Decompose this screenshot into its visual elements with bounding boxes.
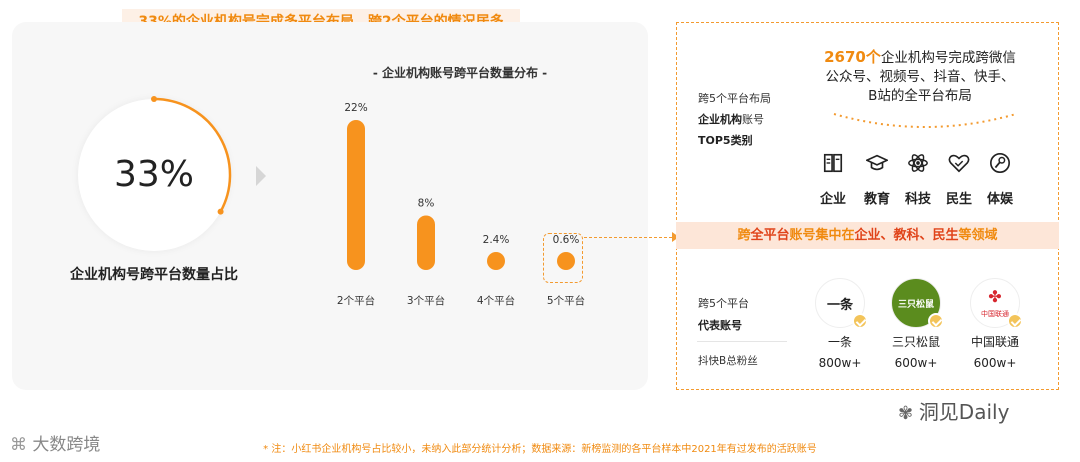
avatar: ✤ 中国联通	[970, 278, 1023, 329]
donut-circle	[78, 99, 230, 251]
avatar-text: 一条	[826, 297, 853, 313]
mid-banner-p1: 跨	[737, 228, 751, 243]
headline-line1: 企业机构号完成跨微信	[880, 50, 1016, 66]
category-tick-label: 3个平台	[407, 294, 445, 307]
wave-decoration	[833, 113, 1017, 128]
connector-arrow-icon	[672, 232, 679, 242]
footnote: * 注：小红书企业机构号占比较小，未纳入此部分统计分析；数据来源：新榜监测的各平…	[263, 444, 817, 455]
watermark-right: ✾ 洞见Daily	[898, 396, 1009, 425]
handshake-heart-icon	[948, 154, 970, 173]
microphone-icon	[990, 153, 1010, 173]
verified-icon	[928, 313, 944, 329]
avatar: 一条	[815, 278, 868, 329]
donut-arc-end	[217, 208, 224, 215]
connector-line	[584, 237, 672, 238]
category-label: 科技	[904, 192, 931, 207]
donut-value: 33%	[113, 154, 194, 195]
category-technology: 科技	[898, 152, 938, 207]
bar-1	[347, 120, 365, 270]
donut-caption: 企业机构号跨平台数量占比	[70, 267, 238, 283]
rep-label-line1: 跨5个平台	[698, 297, 749, 310]
bar-value-label: 22%	[344, 102, 367, 114]
account-fans: 600w+	[973, 356, 1017, 370]
headline-number: 2670个	[824, 48, 881, 66]
avatar-text: 中国联通	[981, 310, 1009, 318]
bar-value-label: 0.6%	[553, 234, 580, 246]
bar-3	[487, 252, 505, 270]
highlight-box	[543, 233, 583, 283]
headline-line2: 公众号、视频号、抖音、快手、	[825, 69, 1015, 85]
rep-label-line3: 抖快B总粉丝	[698, 355, 758, 367]
mid-banner-p2: 全平台	[750, 228, 790, 243]
category-education: 教育	[857, 152, 897, 207]
account-name: 三只松鼠	[891, 335, 940, 349]
chart-title: - 企业机构账号跨平台数量分布 -	[372, 66, 548, 80]
category-label: 民生	[945, 192, 972, 207]
top5-label-line2: 企业机构账号	[698, 111, 764, 127]
top5-label-line3: TOP5类别	[698, 134, 753, 147]
category-entertainment: 体娱	[980, 152, 1020, 207]
chevron-right-icon	[256, 166, 266, 186]
verified-icon	[1007, 313, 1023, 329]
avatar-text: 三只松鼠	[897, 299, 934, 310]
account-name: 中国联通	[970, 335, 1019, 349]
graduation-cap-icon	[864, 154, 890, 171]
bar-4	[557, 252, 575, 270]
mid-banner-p4: 企业、教科、民生	[854, 228, 959, 243]
top5-label-bold: 企业机构	[698, 113, 742, 126]
account-fans: 600w+	[894, 356, 938, 370]
divider	[697, 341, 787, 342]
mid-banner-p3: 账号集中在	[789, 228, 855, 243]
avatar: 三只松鼠	[891, 278, 944, 329]
donut-ring	[151, 96, 232, 215]
mid-banner: 跨全平台账号集中在企业、教科、民生等领域	[676, 222, 1059, 249]
atom-icon	[908, 154, 928, 172]
account-yitiao: 一条 一条 800w+	[805, 278, 875, 370]
bar-chart: 22% 2个平台 8% 3个平台 2.4% 4个平台 0.6% 5个平台	[337, 102, 585, 307]
account-fans: 800w+	[818, 356, 862, 370]
category-livelihood: 民生	[939, 152, 979, 207]
category-label: 体娱	[986, 192, 1013, 207]
bar-value-label: 8%	[418, 197, 435, 209]
logo-icon: ⌘	[10, 435, 33, 455]
unicom-knot-icon: ✤	[988, 287, 1002, 306]
category-tick-label: 2个平台	[337, 294, 375, 307]
account-three-squirrels: 三只松鼠 三只松鼠 600w+	[881, 278, 951, 370]
account-china-unicom: ✤ 中国联通 中国联通 600w+	[960, 278, 1030, 370]
book-icon	[823, 153, 843, 173]
watermark-left-text: 大数跨境	[32, 435, 101, 455]
right-panel	[676, 22, 1059, 390]
headline: 2670个企业机构号完成跨微信 公众号、视频号、抖音、快手、 B站的全平台布局	[790, 48, 1050, 106]
category-label: 企业	[819, 192, 846, 207]
top5-label-rest: 账号	[742, 113, 764, 126]
top5-label-line1: 跨5个平台布局	[698, 92, 771, 105]
category-label: 教育	[863, 192, 890, 207]
account-name: 一条	[827, 335, 852, 349]
rep-label-line2: 代表账号	[698, 319, 742, 332]
verified-icon	[852, 313, 868, 329]
watermark-right-text: 洞见Daily	[918, 400, 1010, 424]
wechat-icon: ✾	[898, 403, 919, 424]
headline-line3: B站的全平台布局	[868, 88, 972, 104]
donut-arc	[153, 97, 232, 213]
category-tick-label: 5个平台	[547, 294, 585, 307]
mid-banner-p5: 等领域	[958, 228, 998, 243]
donut-arc-start	[151, 96, 157, 102]
category-enterprise: 企业	[813, 152, 853, 207]
bar-value-label: 2.4%	[483, 234, 510, 246]
watermark-left: ⌘ 大数跨境	[10, 430, 100, 455]
category-tick-label: 4个平台	[477, 294, 515, 307]
bar-2	[417, 215, 435, 270]
